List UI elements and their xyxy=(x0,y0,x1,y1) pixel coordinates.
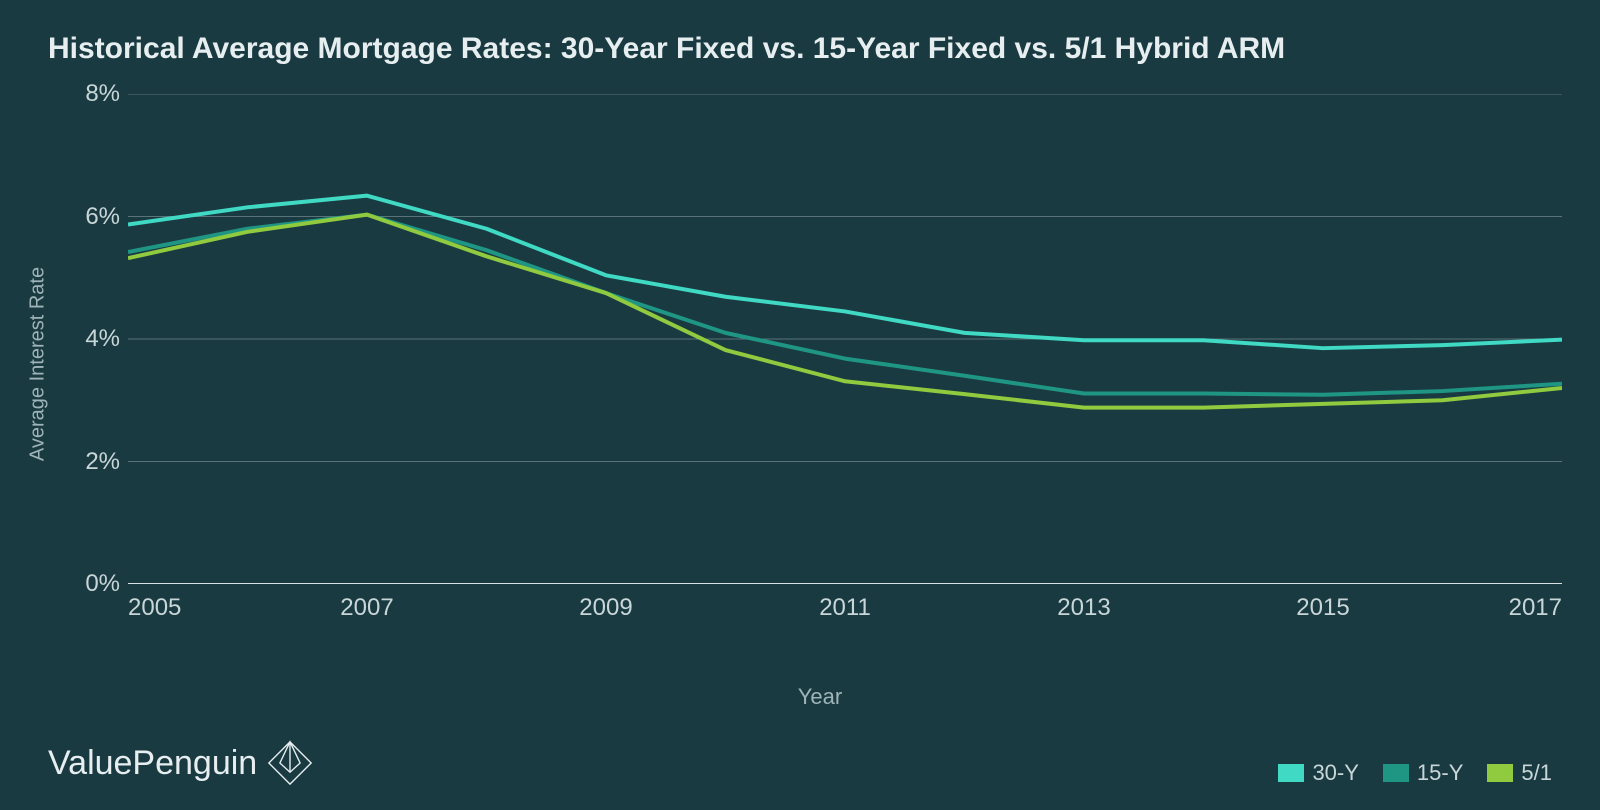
chart-area: Average Interest Rate 0%2%4%6%8%20052007… xyxy=(68,84,1572,644)
brand-logo: ValuePenguin xyxy=(48,740,313,786)
x-tick-label: 2011 xyxy=(819,594,871,622)
brand-name: ValuePenguin xyxy=(48,744,257,783)
y-axis-label: Average Interest Rate xyxy=(27,267,50,461)
x-tick-label: 2013 xyxy=(1057,594,1110,622)
x-tick-label: 2015 xyxy=(1296,594,1349,622)
y-tick-label: 2% xyxy=(85,448,120,476)
chart-container: Historical Average Mortgage Rates: 30-Ye… xyxy=(0,0,1600,810)
y-tick-label: 0% xyxy=(85,570,120,598)
series-line-15-Y xyxy=(128,215,1562,395)
legend-item: 15-Y xyxy=(1383,760,1463,786)
legend-label: 5/1 xyxy=(1521,760,1552,786)
footer: ValuePenguin 30-Y 15-Y 5/1 xyxy=(48,740,1552,786)
y-tick-label: 8% xyxy=(85,80,120,108)
x-tick-label: 2007 xyxy=(340,594,393,622)
chart-title: Historical Average Mortgage Rates: 30-Ye… xyxy=(48,32,1552,66)
legend-swatch xyxy=(1487,764,1513,782)
legend-item: 30-Y xyxy=(1278,760,1358,786)
y-tick-label: 6% xyxy=(85,203,120,231)
x-tick-label: 2009 xyxy=(579,594,632,622)
legend-swatch xyxy=(1278,764,1304,782)
y-tick-label: 4% xyxy=(85,325,120,353)
legend-item: 5/1 xyxy=(1487,760,1552,786)
plot-region: 0%2%4%6%8%2005200720092011201320152017 xyxy=(128,94,1562,584)
legend-label: 15-Y xyxy=(1417,760,1463,786)
penguin-icon xyxy=(267,740,313,786)
x-axis-label: Year xyxy=(88,684,1552,710)
x-tick-label: 2017 xyxy=(1509,594,1562,622)
x-tick-label: 2005 xyxy=(128,594,181,622)
legend-swatch xyxy=(1383,764,1409,782)
legend: 30-Y 15-Y 5/1 xyxy=(1278,760,1552,786)
legend-label: 30-Y xyxy=(1312,760,1358,786)
